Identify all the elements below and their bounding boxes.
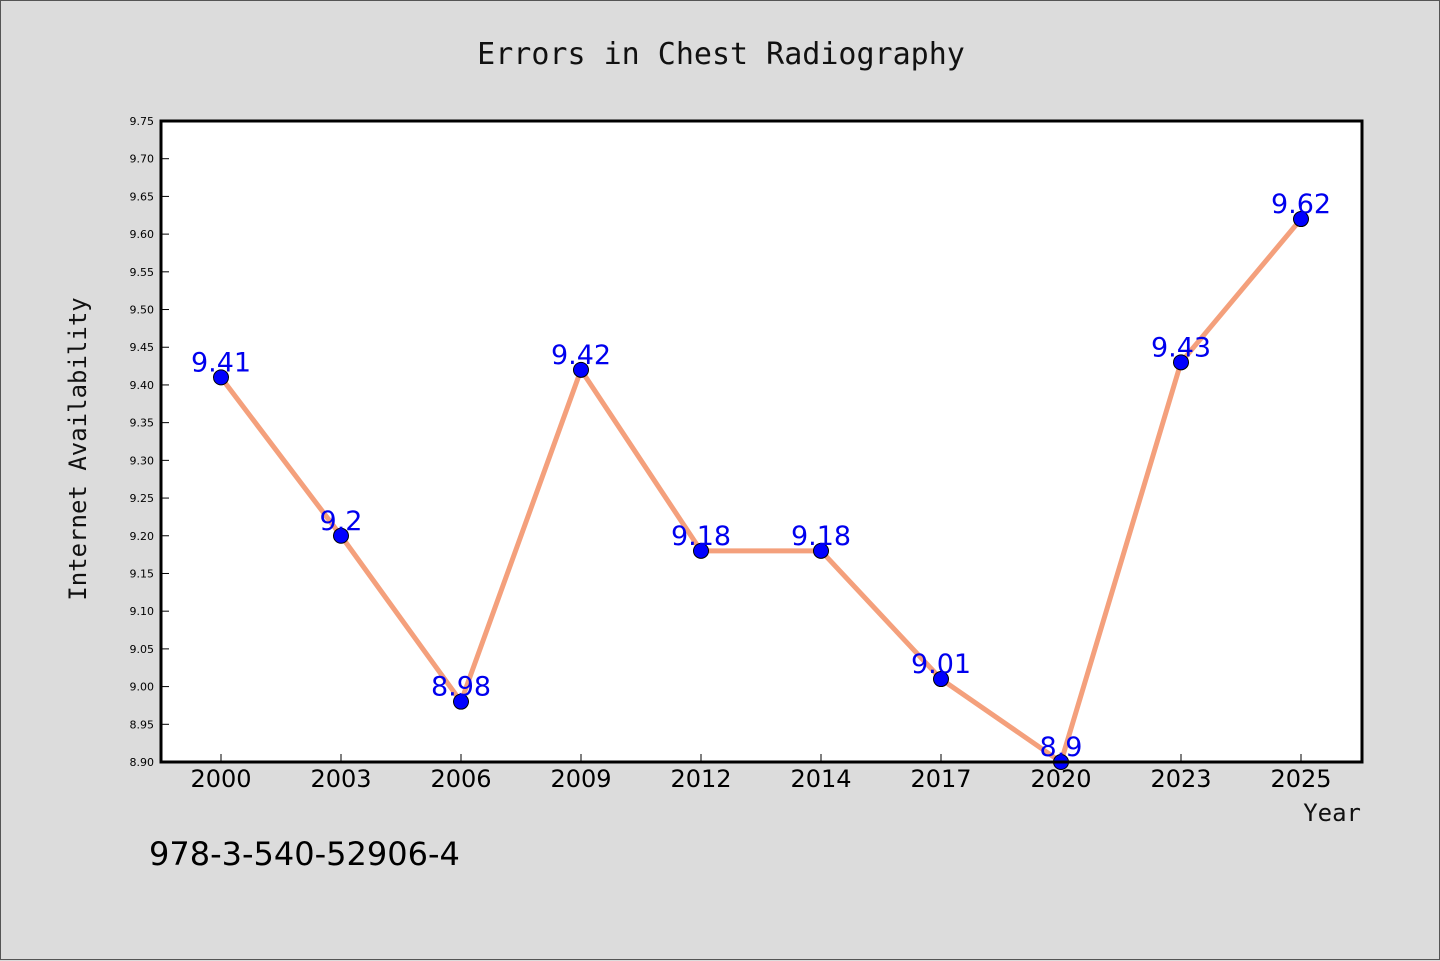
y-tick-label: 9.75 <box>130 115 155 128</box>
y-tick-label: 8.90 <box>130 756 155 769</box>
data-point-marker <box>573 361 589 378</box>
y-tick-label: 9.10 <box>130 605 155 618</box>
x-tick-label: 2006 <box>430 765 491 793</box>
data-point-marker <box>1173 354 1189 371</box>
y-tick-label: 9.20 <box>130 530 155 543</box>
data-point-label: 9.41 <box>191 347 251 378</box>
plot-background <box>161 121 1362 762</box>
y-tick-label: 9.55 <box>130 266 155 279</box>
x-axis-title: Year <box>1303 799 1361 827</box>
y-tick-label: 9.30 <box>130 454 155 467</box>
data-point-label: 9.18 <box>791 521 851 552</box>
data-point-marker <box>1293 211 1309 228</box>
data-point-label: 9.2 <box>320 506 363 537</box>
x-tick-label: 2003 <box>310 765 371 793</box>
y-tick-label: 9.50 <box>130 304 155 317</box>
data-point-marker <box>453 693 469 710</box>
data-point-label: 8.9 <box>1040 732 1083 763</box>
y-tick-label: 9.25 <box>130 492 155 505</box>
y-tick-label: 9.60 <box>130 228 155 241</box>
data-point-label: 9.62 <box>1271 189 1331 220</box>
y-tick-label: 9.00 <box>130 681 155 694</box>
y-tick-label: 9.65 <box>130 190 155 203</box>
y-tick-label: 9.70 <box>130 153 155 166</box>
data-point-marker <box>813 542 829 559</box>
data-point-label: 9.01 <box>911 649 971 680</box>
data-point-label: 9.42 <box>551 340 611 371</box>
y-tick-label: 9.40 <box>130 379 155 392</box>
series-line <box>218 216 1304 765</box>
x-tick-label: 2025 <box>1270 765 1331 793</box>
series-polyline <box>218 216 1304 765</box>
plot-area: 8.90 8.95 9.00 9.05 9.10 9.15 9.20 9.25 9.30 9.35… <box>130 115 1364 793</box>
x-tick-label: 2023 <box>1150 765 1211 793</box>
x-tick-label: 2009 <box>550 765 611 793</box>
data-point-marker <box>933 671 949 688</box>
x-axis-ticks: 2000 2003 2006 2009 2012 2014 2017 2020 2023 2025 <box>190 754 1332 793</box>
data-point-label: 9.18 <box>671 521 731 552</box>
series-markers <box>213 211 1309 770</box>
y-tick-label: 9.05 <box>130 643 155 656</box>
data-point-marker <box>213 369 229 386</box>
data-point-label: 8.98 <box>431 672 491 703</box>
x-tick-label: 2017 <box>910 765 971 793</box>
isbn-annotation: 978-3-540-52906-4 <box>149 835 460 873</box>
data-point-marker <box>693 542 709 559</box>
y-tick-label: 9.15 <box>130 567 155 580</box>
y-tick-label: 9.45 <box>130 341 155 354</box>
y-tick-label: 9.35 <box>130 417 155 430</box>
data-point-marker <box>333 527 349 544</box>
y-axis-title: Internet Availability <box>64 297 92 600</box>
data-labels: 9.41 9.2 8.98 9.42 9.18 9.18 9.01 8.9 9.43 9.62 <box>191 189 1331 763</box>
x-tick-label: 2012 <box>670 765 731 793</box>
y-tick-label: 8.95 <box>130 718 155 731</box>
chart-title: Errors in Chest Radiography <box>477 37 965 72</box>
x-tick-label: 2000 <box>190 765 251 793</box>
data-point-label: 9.43 <box>1151 332 1211 363</box>
y-axis-ticks: 8.90 8.95 9.00 9.05 9.10 9.15 9.20 9.25 9.30 9.35… <box>130 115 169 769</box>
plot-border <box>159 119 1364 764</box>
x-tick-label: 2014 <box>790 765 851 793</box>
